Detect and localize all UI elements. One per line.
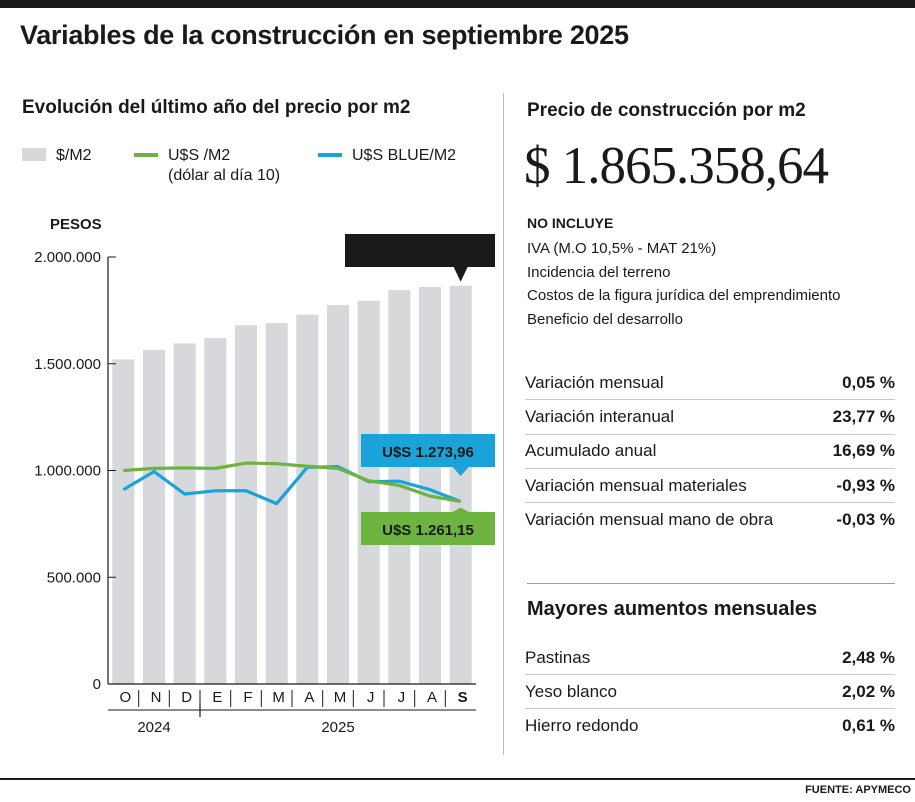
top-bar <box>0 0 915 8</box>
stat-label: Variación interanual <box>525 406 674 426</box>
stat-value: 0,05 % <box>842 372 895 392</box>
chart-title: Evolución del último año del precio por … <box>22 97 411 118</box>
usd-callout-pointer <box>452 507 469 512</box>
legend-label-bars: $/M2 <box>56 147 92 164</box>
legend-swatch-blue <box>318 153 342 157</box>
blue-callout-label: U$S 1.273,96 <box>382 444 474 461</box>
increase-label: Pastinas <box>525 647 591 667</box>
increase-value: 2,48 % <box>842 647 895 667</box>
stat-label: Variación mensual <box>525 372 664 392</box>
x-tick-label: A <box>427 689 437 706</box>
increase-row: Pastinas 2,48 % <box>525 641 895 675</box>
stat-row: Variación interanual 23,77 % <box>525 400 895 435</box>
stat-value: 23,77 % <box>832 406 895 426</box>
increase-label: Yeso blanco <box>525 681 618 701</box>
stat-label: Variación mensual materiales <box>525 475 747 495</box>
exclusion-item: Incidencia del terreno <box>527 263 671 281</box>
year-label: 2024 <box>137 719 170 736</box>
bar <box>326 305 350 684</box>
variation-stats-table: Variación mensual 0,05 % Variación inter… <box>525 366 895 537</box>
stat-row: Variación mensual mano de obra -0,03 % <box>525 503 895 537</box>
increase-label: Hierro redondo <box>525 716 639 735</box>
legend-swatch-bars <box>22 148 46 161</box>
increase-row: Hierro redondo 0,61 % <box>525 709 895 743</box>
usd-series-line <box>123 461 461 504</box>
y-tick-label: 2.000.000 <box>34 249 101 266</box>
stat-row: Variación mensual materiales -0,93 % <box>525 469 895 504</box>
price-callout-box <box>345 234 495 267</box>
chart-legend: $/M2 U$S /M2 (dólar al día 10) U$S BLUE/… <box>22 146 492 192</box>
bar <box>204 338 227 684</box>
y-tick-label: 1.000.000 <box>34 463 101 480</box>
blue-callout-pointer <box>452 467 469 476</box>
year-label: 2025 <box>321 719 354 736</box>
x-tick-label: M <box>272 689 285 706</box>
blue-callout-box <box>361 434 495 467</box>
stat-row: Acumulado anual 16,69 % <box>525 435 895 469</box>
y-tick-label: 500.000 <box>47 569 101 586</box>
usd-callout-box <box>361 512 495 545</box>
increases-table: Pastinas 2,48 % Yeso blanco 2,02 % Hierr… <box>525 641 895 743</box>
usd-callout-label: U$S 1.261,15 <box>382 522 474 539</box>
stat-value: -0,03 % <box>836 510 895 530</box>
exclusion-item: Beneficio del desarrollo <box>527 310 683 328</box>
bar <box>418 286 442 684</box>
increase-value: 2,02 % <box>842 681 895 701</box>
legend-swatch-usd <box>134 153 158 157</box>
x-tick-label: E <box>212 689 222 706</box>
x-tick-label: O <box>119 689 131 706</box>
legend-item-bars: $/M2 <box>22 146 92 166</box>
increase-value: 0,61 % <box>842 716 895 735</box>
x-tick-label: D <box>181 689 192 706</box>
exclusions-title: NO INCLUYE <box>527 215 614 231</box>
stat-value: 16,69 % <box>832 441 895 461</box>
page-title: Variables de la construcción en septiemb… <box>20 20 629 50</box>
bar <box>112 359 135 684</box>
bar <box>234 325 258 684</box>
exclusion-item: Costos de la figura jurídica del emprend… <box>527 287 841 304</box>
price-callout-label: $ 1.865.358,64 <box>370 244 471 261</box>
price-callout-pointer <box>453 267 468 282</box>
stat-value: -0,93 % <box>836 475 895 495</box>
stat-row: Variación mensual 0,05 % <box>525 366 895 401</box>
price-panel-title: Precio de construcción por m2 <box>527 100 806 121</box>
y-tick-label: 0 <box>93 676 101 693</box>
legend-sublabel-usd: (dólar al día 10) <box>168 167 281 184</box>
legend-label-blue: U$S BLUE/M2 <box>352 147 457 164</box>
x-tick-label: F <box>243 689 252 706</box>
exclusions-list: IVA (M.O 10,5% - MAT 21%) Incidencia del… <box>527 237 841 331</box>
bottom-rule <box>0 778 915 780</box>
legend-item-usd: U$S /M2 (dólar al día 10) <box>134 146 280 186</box>
legend-label-usd: U$S /M2 <box>168 147 231 164</box>
stat-label: Variación mensual mano de obra <box>525 510 774 530</box>
bar <box>142 349 166 684</box>
section-divider <box>527 583 895 584</box>
exclusion-item: IVA (M.O 10,5% - MAT 21%) <box>527 240 717 257</box>
source-note: FUENTE: APYMECO <box>805 784 911 796</box>
x-tick-label: N <box>151 689 162 706</box>
blue-series-line <box>122 465 462 506</box>
increase-row: Yeso blanco 2,02 % <box>525 675 895 709</box>
x-tick-label: A <box>304 689 314 706</box>
x-tick-label: M <box>334 689 347 706</box>
y-tick-label: 1.500.000 <box>34 356 101 373</box>
bar <box>173 343 196 684</box>
y-axis-title: PESOS <box>50 216 102 233</box>
stat-label: Acumulado anual <box>525 441 657 461</box>
increases-title: Mayores aumentos mensuales <box>527 598 818 620</box>
x-tick-label: J <box>398 689 406 706</box>
bar <box>296 314 319 684</box>
legend-item-blue: U$S BLUE/M2 <box>318 146 456 166</box>
bar <box>449 285 472 684</box>
x-tick-label: J <box>367 689 375 706</box>
construction-price: $ 1.865.358,64 <box>524 137 829 195</box>
column-divider <box>503 93 504 755</box>
x-tick-label: S <box>458 689 468 706</box>
bar <box>357 300 380 684</box>
